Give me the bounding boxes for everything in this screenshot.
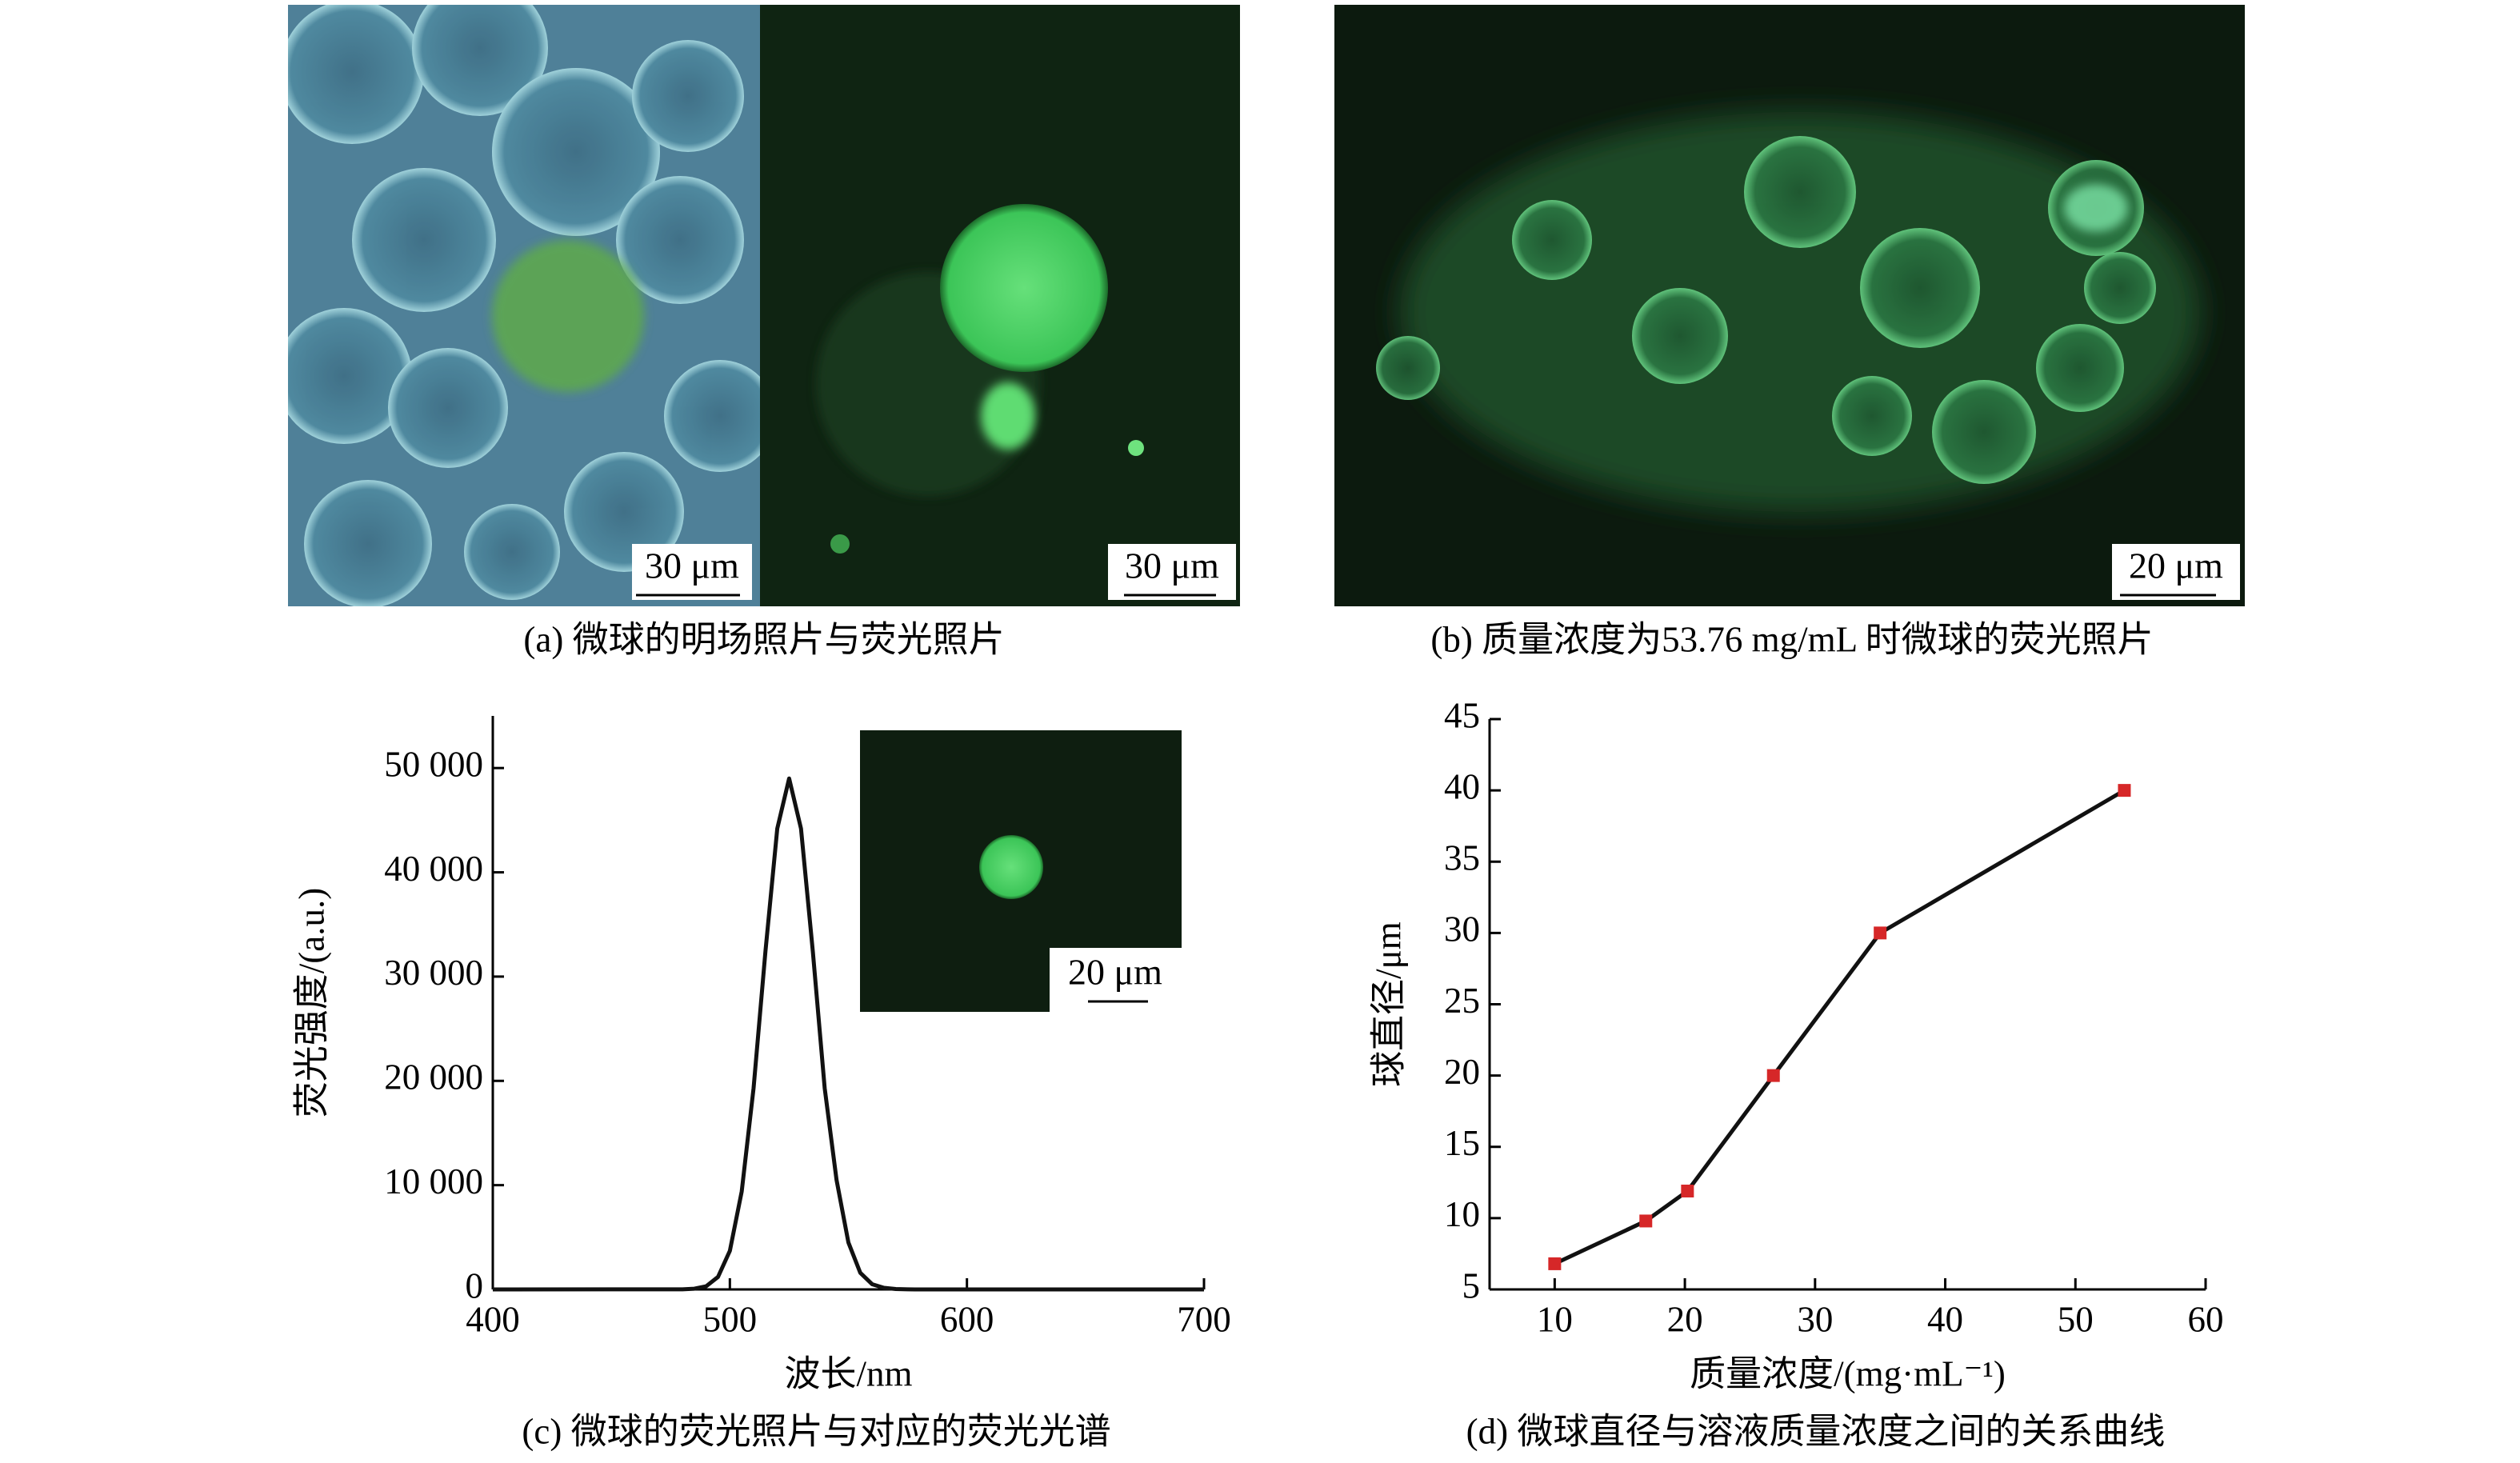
y-tick-label: 5 bbox=[1462, 1265, 1481, 1305]
y-tick-label: 45 bbox=[1444, 695, 1480, 735]
marker bbox=[1874, 926, 1887, 940]
y-tick-label: 20 000 bbox=[384, 1057, 483, 1097]
marker bbox=[1639, 1214, 1653, 1228]
scale-box bbox=[632, 544, 752, 600]
x-tick-label: 600 bbox=[940, 1299, 994, 1339]
x-tick-label: 30 bbox=[1797, 1299, 1833, 1339]
caption: (a) 微球的明场照片与荧光照片 bbox=[523, 619, 1004, 659]
x-tick-label: 500 bbox=[703, 1299, 758, 1339]
x-tick-label: 20 bbox=[1667, 1299, 1703, 1339]
y-tick-label: 25 bbox=[1444, 981, 1480, 1021]
line bbox=[1554, 788, 2126, 1266]
scale-box bbox=[2112, 544, 2240, 600]
bright-field-photo bbox=[288, 5, 760, 606]
caption: (b) 质量浓度为53.76 mg/mL 时微球的荧光照片 bbox=[1430, 619, 2153, 659]
x-axis-label: 质量浓度/(mg·mL⁻¹) bbox=[1690, 1353, 2006, 1393]
y-tick-label: 15 bbox=[1444, 1123, 1480, 1163]
scale-box bbox=[1108, 544, 1236, 600]
x-tick-label: 700 bbox=[1177, 1299, 1231, 1339]
y-tick-label: 40 bbox=[1444, 766, 1480, 806]
y-axis-label: 球直径/μm bbox=[1368, 921, 1408, 1087]
x-tick-label: 400 bbox=[466, 1299, 520, 1339]
fluorescence-photo bbox=[1334, 5, 2245, 606]
marker bbox=[2118, 784, 2131, 797]
inset-microsphere bbox=[979, 835, 1043, 899]
y-tick-label: 50 000 bbox=[384, 745, 483, 785]
y-tick-label: 30 000 bbox=[384, 953, 483, 993]
fluorescence-photo bbox=[760, 5, 1240, 606]
x-tick-label: 60 bbox=[2188, 1299, 2224, 1339]
x-tick-label: 50 bbox=[2058, 1299, 2094, 1339]
caption: (d) 微球直径与溶液质量浓度之间的关系曲线 bbox=[1466, 1411, 2166, 1451]
x-axis-label: 波长/nm bbox=[784, 1353, 912, 1393]
x-tick-label: 10 bbox=[1537, 1299, 1573, 1339]
marker bbox=[1548, 1257, 1562, 1270]
x-tick-label: 40 bbox=[1927, 1299, 1963, 1339]
y-tick-label: 0 bbox=[466, 1265, 484, 1305]
y-axis-label: 荧光强度/(a.u.) bbox=[291, 888, 331, 1117]
y-tick-label: 35 bbox=[1444, 838, 1480, 878]
marker bbox=[1766, 1069, 1780, 1082]
y-tick-label: 10 000 bbox=[384, 1161, 483, 1201]
line bbox=[492, 776, 1204, 1292]
scale-label: 30 μm bbox=[645, 546, 739, 586]
scale-label: 20 μm bbox=[1068, 952, 1162, 993]
y-tick-label: 40 000 bbox=[384, 849, 483, 889]
caption: (c) 微球的荧光照片与对应的荧光光谱 bbox=[522, 1411, 1110, 1451]
scale-label: 20 μm bbox=[2129, 546, 2223, 586]
marker bbox=[1681, 1185, 1694, 1198]
scale-label: 30 μm bbox=[1125, 546, 1219, 586]
y-tick-label: 20 bbox=[1444, 1052, 1480, 1092]
y-tick-label: 10 bbox=[1444, 1194, 1480, 1234]
y-tick-label: 30 bbox=[1444, 909, 1480, 949]
